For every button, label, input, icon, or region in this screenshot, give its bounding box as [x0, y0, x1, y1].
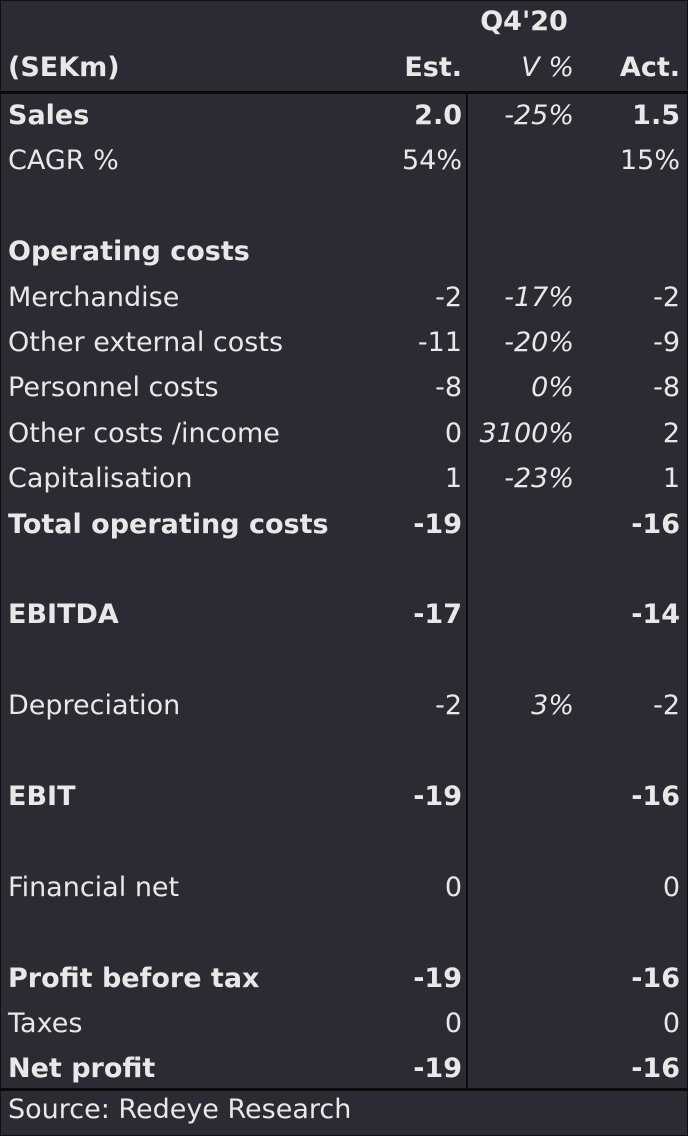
table-row [0, 730, 688, 775]
cell-est: -2 [435, 281, 462, 313]
row-label: Depreciation [8, 690, 181, 722]
column-header-var: V % [521, 52, 574, 83]
table-header-row: (SEKm) Est. V % Act. [0, 46, 688, 92]
row-label: Operating costs [8, 236, 250, 268]
unit-label: (SEKm) [8, 52, 120, 83]
cell-est: 0 [444, 871, 462, 903]
cell-est: -19 [413, 962, 462, 994]
cell-act: 2 [662, 417, 680, 449]
cell-act: -16 [631, 781, 680, 812]
table-row: Merchandise -2 -17% -2 [0, 276, 688, 321]
cell-var: -20% [504, 327, 574, 358]
cell-est: -19 [413, 1053, 462, 1085]
row-label: Personnel costs [8, 372, 219, 404]
table-header-period: Q4'20 [0, 0, 688, 46]
table-row: Other external costs -11 -20% -9 [0, 321, 688, 366]
row-label: CAGR % [8, 145, 119, 177]
row-label: Other external costs [8, 327, 284, 358]
cell-act: -9 [653, 327, 680, 358]
cell-act: -16 [631, 1053, 680, 1085]
table-row: EBITDA -17 -14 [0, 593, 688, 638]
cell-act: 0 [662, 871, 680, 903]
table-row: Financial net 0 0 [0, 866, 688, 911]
table-row [0, 820, 688, 865]
table-row: CAGR % 54% 15% [0, 139, 688, 184]
row-label: Total operating costs [8, 508, 329, 540]
column-header-act: Act. [619, 52, 680, 83]
cell-act: -2 [653, 281, 680, 313]
cell-var: 0% [531, 372, 574, 404]
table-row [0, 548, 688, 593]
cell-act: -16 [631, 962, 680, 994]
table-row: Taxes 0 0 [0, 1002, 688, 1047]
table-row: Profit before tax -19 -16 [0, 957, 688, 1002]
row-label: Profit before tax [8, 962, 260, 994]
cell-act: 0 [662, 1008, 680, 1039]
row-label: Taxes [8, 1008, 83, 1039]
cell-est: -19 [413, 781, 462, 812]
cell-est: 2.0 [414, 100, 462, 131]
column-header-est: Est. [404, 52, 462, 83]
table-row [0, 639, 688, 684]
footer-rule [0, 1088, 688, 1091]
cell-act: -16 [631, 508, 680, 540]
row-label: Financial net [8, 871, 180, 903]
cell-est: 1 [444, 463, 462, 495]
cell-est: -2 [435, 690, 462, 722]
table-row: Depreciation -2 3% -2 [0, 684, 688, 729]
source-note: Source: Redeye Research [8, 1094, 352, 1125]
cell-est: -11 [417, 327, 462, 358]
table-row: Personnel costs -8 0% -8 [0, 366, 688, 411]
table-row: EBIT -19 -16 [0, 775, 688, 820]
cell-var: 3100% [479, 417, 574, 449]
cell-var: -25% [504, 100, 574, 131]
row-label: EBIT [8, 781, 76, 812]
period-label: Q4'20 [480, 6, 568, 37]
table-row: Sales 2.0 -25% 1.5 [0, 94, 688, 139]
cell-act: -2 [653, 690, 680, 722]
table-row [0, 911, 688, 956]
table-row: Operating costs [0, 230, 688, 275]
cell-act: 1.5 [632, 100, 680, 131]
cell-est: 54% [401, 145, 462, 177]
row-label: Sales [8, 100, 90, 131]
cell-est: -8 [435, 372, 462, 404]
cell-var: -17% [504, 281, 574, 313]
cell-act: 15% [619, 145, 680, 177]
header-rule [0, 91, 688, 94]
cell-est: 0 [444, 1008, 462, 1039]
row-label: Net profit [8, 1053, 156, 1085]
column-divider [466, 93, 468, 1089]
row-label: EBITDA [8, 599, 119, 631]
cell-act: -8 [653, 372, 680, 404]
row-label: Capitalisation [8, 463, 193, 495]
cell-est: 0 [444, 417, 462, 449]
cell-act: -14 [631, 599, 680, 631]
cell-var: -23% [504, 463, 574, 495]
cell-est: -19 [413, 508, 462, 540]
table-row [0, 185, 688, 230]
table-row: Other costs /income 0 3100% 2 [0, 412, 688, 457]
row-label: Merchandise [8, 281, 180, 313]
cell-act: 1 [662, 463, 680, 495]
table-row: Total operating costs -19 -16 [0, 503, 688, 548]
table-row: Capitalisation 1 -23% 1 [0, 457, 688, 502]
table-row: Net profit -19 -16 [0, 1047, 688, 1092]
cell-var: 3% [531, 690, 574, 722]
cell-est: -17 [413, 599, 462, 631]
row-label: Other costs /income [8, 417, 280, 449]
